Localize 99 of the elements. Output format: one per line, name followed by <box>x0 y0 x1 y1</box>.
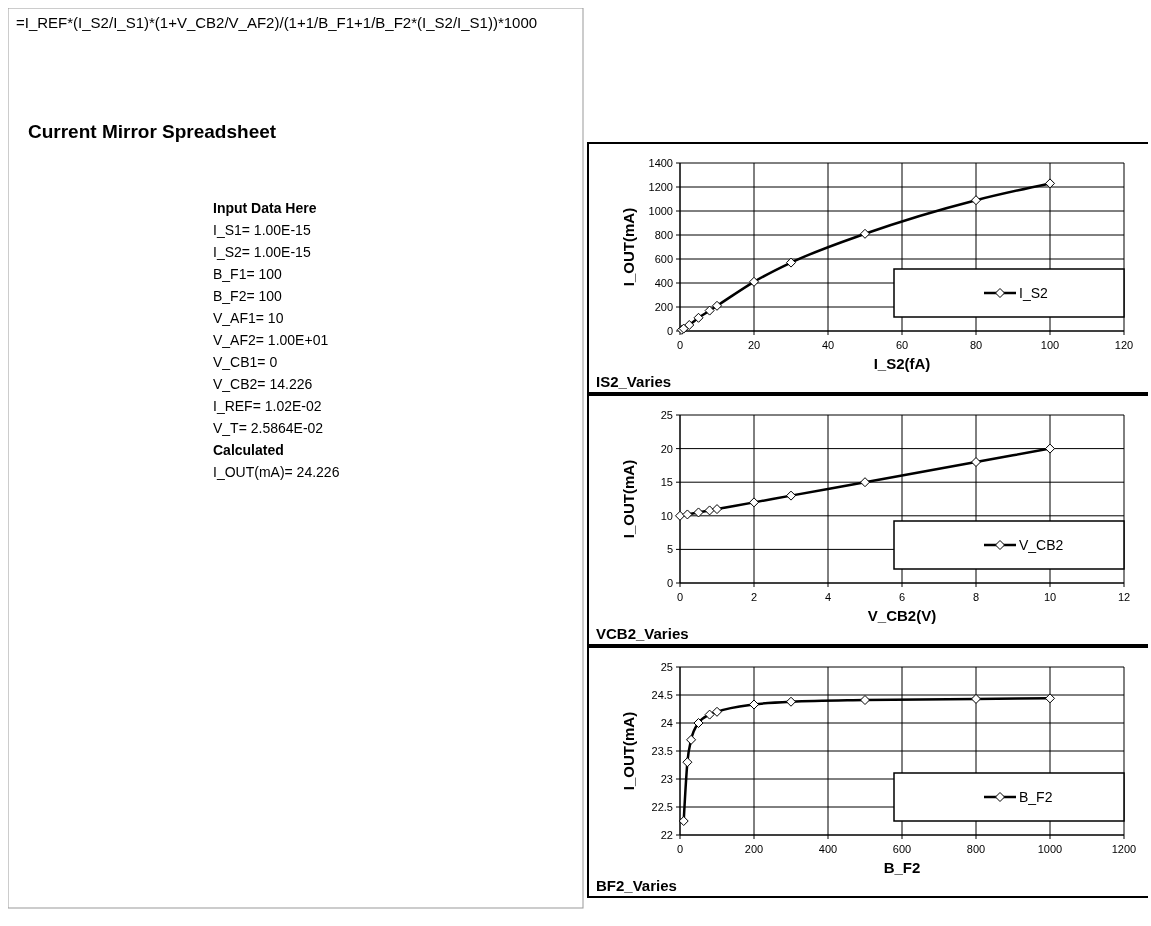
x-tick-label: 12 <box>1117 591 1131 603</box>
y-tick-label: 24 <box>660 717 673 729</box>
y-tick-label: 0 <box>666 577 673 589</box>
point <box>712 706 722 717</box>
y-tick-label: 22.5 <box>651 801 673 813</box>
x-tick-label: 40 <box>821 339 835 351</box>
text: B_F1= 100 <box>213 266 283 282</box>
y-tick-label: 22 <box>660 829 673 841</box>
point <box>704 305 715 316</box>
point <box>1045 693 1055 704</box>
y-tick-label: 5 <box>666 543 673 556</box>
y-tick-label: 800 <box>654 229 673 241</box>
legend-label: I_S2 <box>1019 285 1049 301</box>
x-tick-label: 0 <box>676 339 684 351</box>
point <box>786 257 796 268</box>
text: Current Mirror Spreadsheet <box>28 121 277 142</box>
y-tick-label: 1400 <box>648 157 673 169</box>
text: V_AF2= 1.00E+01 <box>213 332 329 348</box>
y-tick-label: 25 <box>660 409 673 421</box>
text: BF2_Varies <box>596 877 677 894</box>
y-axis-title: I_OUT(mA) <box>620 711 637 791</box>
text: I_REF= 1.02E-02 <box>213 398 322 414</box>
y-tick-label: 23 <box>660 773 673 785</box>
point <box>749 276 759 287</box>
point <box>693 507 704 518</box>
y-axis-title: I_OUT(mA) <box>620 459 637 539</box>
x-tick-label: 60 <box>895 339 909 351</box>
point <box>749 497 759 508</box>
point <box>749 699 759 710</box>
legend-label: B_F2 <box>1019 789 1053 805</box>
y-tick-label: 0 <box>666 325 673 337</box>
point <box>684 320 695 330</box>
x-tick-label: 80 <box>969 339 983 351</box>
y-tick-label: 20 <box>660 442 673 455</box>
point <box>860 228 870 239</box>
point <box>860 695 870 706</box>
x-axis-title: V_CB2(V) <box>867 607 937 624</box>
text: Input Data Here <box>213 200 317 216</box>
y-tick-label: 1000 <box>648 205 673 217</box>
text: Calculated <box>213 442 284 458</box>
text: V_CB2= 14.226 <box>213 376 313 392</box>
x-tick-label: 20 <box>747 339 761 351</box>
x-tick-label: 0 <box>676 843 684 855</box>
y-tick-label: 1200 <box>648 181 673 193</box>
x-tick-label: 2 <box>750 591 758 603</box>
y-tick-label: 600 <box>654 253 673 265</box>
point <box>860 477 870 488</box>
text: I_S2= 1.00E-15 <box>213 244 311 260</box>
legend-label: V_CB2 <box>1019 537 1064 553</box>
y-axis-title: I_OUT(mA) <box>620 207 637 287</box>
x-axis-title: B_F2 <box>883 859 921 876</box>
y-tick-label: 200 <box>654 301 673 313</box>
point <box>693 718 704 728</box>
x-tick-label: 0 <box>676 591 684 603</box>
point <box>971 693 981 704</box>
x-tick-label: 100 <box>1040 339 1060 351</box>
y-tick-label: 15 <box>660 476 673 489</box>
point <box>686 734 697 745</box>
point <box>1045 178 1055 189</box>
text: V_CB1= 0 <box>213 354 278 370</box>
x-tick-label: 6 <box>898 591 906 603</box>
text: =I_REF*(I_S2/I_S1)*(1+V_CB2/V_AF2)/(1+1/B_F1+1/B_F2*(I_S2/I_S1))*1000 <box>16 14 538 31</box>
point <box>971 457 981 468</box>
y-tick-label: 400 <box>654 277 673 289</box>
y-tick-label: 23.5 <box>651 745 673 757</box>
text: IS2_Varies <box>596 373 672 390</box>
text: VCB2_Varies <box>596 625 689 642</box>
x-tick-label: 800 <box>966 843 986 855</box>
x-tick-label: 10 <box>1043 591 1057 603</box>
x-tick-label: 1000 <box>1037 843 1063 855</box>
text: B_F2= 100 <box>213 288 283 304</box>
x-tick-label: 600 <box>892 843 912 855</box>
x-tick-label: 120 <box>1114 339 1134 351</box>
point <box>675 510 685 521</box>
x-tick-label: 8 <box>972 591 980 603</box>
point <box>704 505 715 516</box>
x-tick-label: 200 <box>744 843 764 855</box>
point <box>704 709 715 720</box>
point <box>678 816 689 826</box>
x-tick-label: 4 <box>824 591 832 603</box>
y-tick-label: 10 <box>660 509 673 522</box>
y-tick-label: 25 <box>660 661 673 673</box>
point <box>786 490 796 501</box>
point <box>971 195 981 206</box>
y-tick-label: 24.5 <box>651 689 673 701</box>
point <box>712 504 722 515</box>
text: I_S1= 1.00E-15 <box>213 222 311 238</box>
text: V_T= 2.5864E-02 <box>213 420 324 436</box>
x-axis-title: I_S2(fA) <box>873 355 931 372</box>
x-tick-label: 400 <box>818 843 838 855</box>
text: I_OUT(mA)= 24.226 <box>213 464 340 480</box>
point <box>693 312 704 323</box>
point <box>786 696 796 707</box>
point <box>712 300 722 311</box>
point <box>1045 443 1055 454</box>
point <box>682 509 693 520</box>
text: V_AF1= 10 <box>213 310 284 326</box>
point <box>682 757 693 768</box>
x-tick-label: 1200 <box>1111 843 1137 855</box>
